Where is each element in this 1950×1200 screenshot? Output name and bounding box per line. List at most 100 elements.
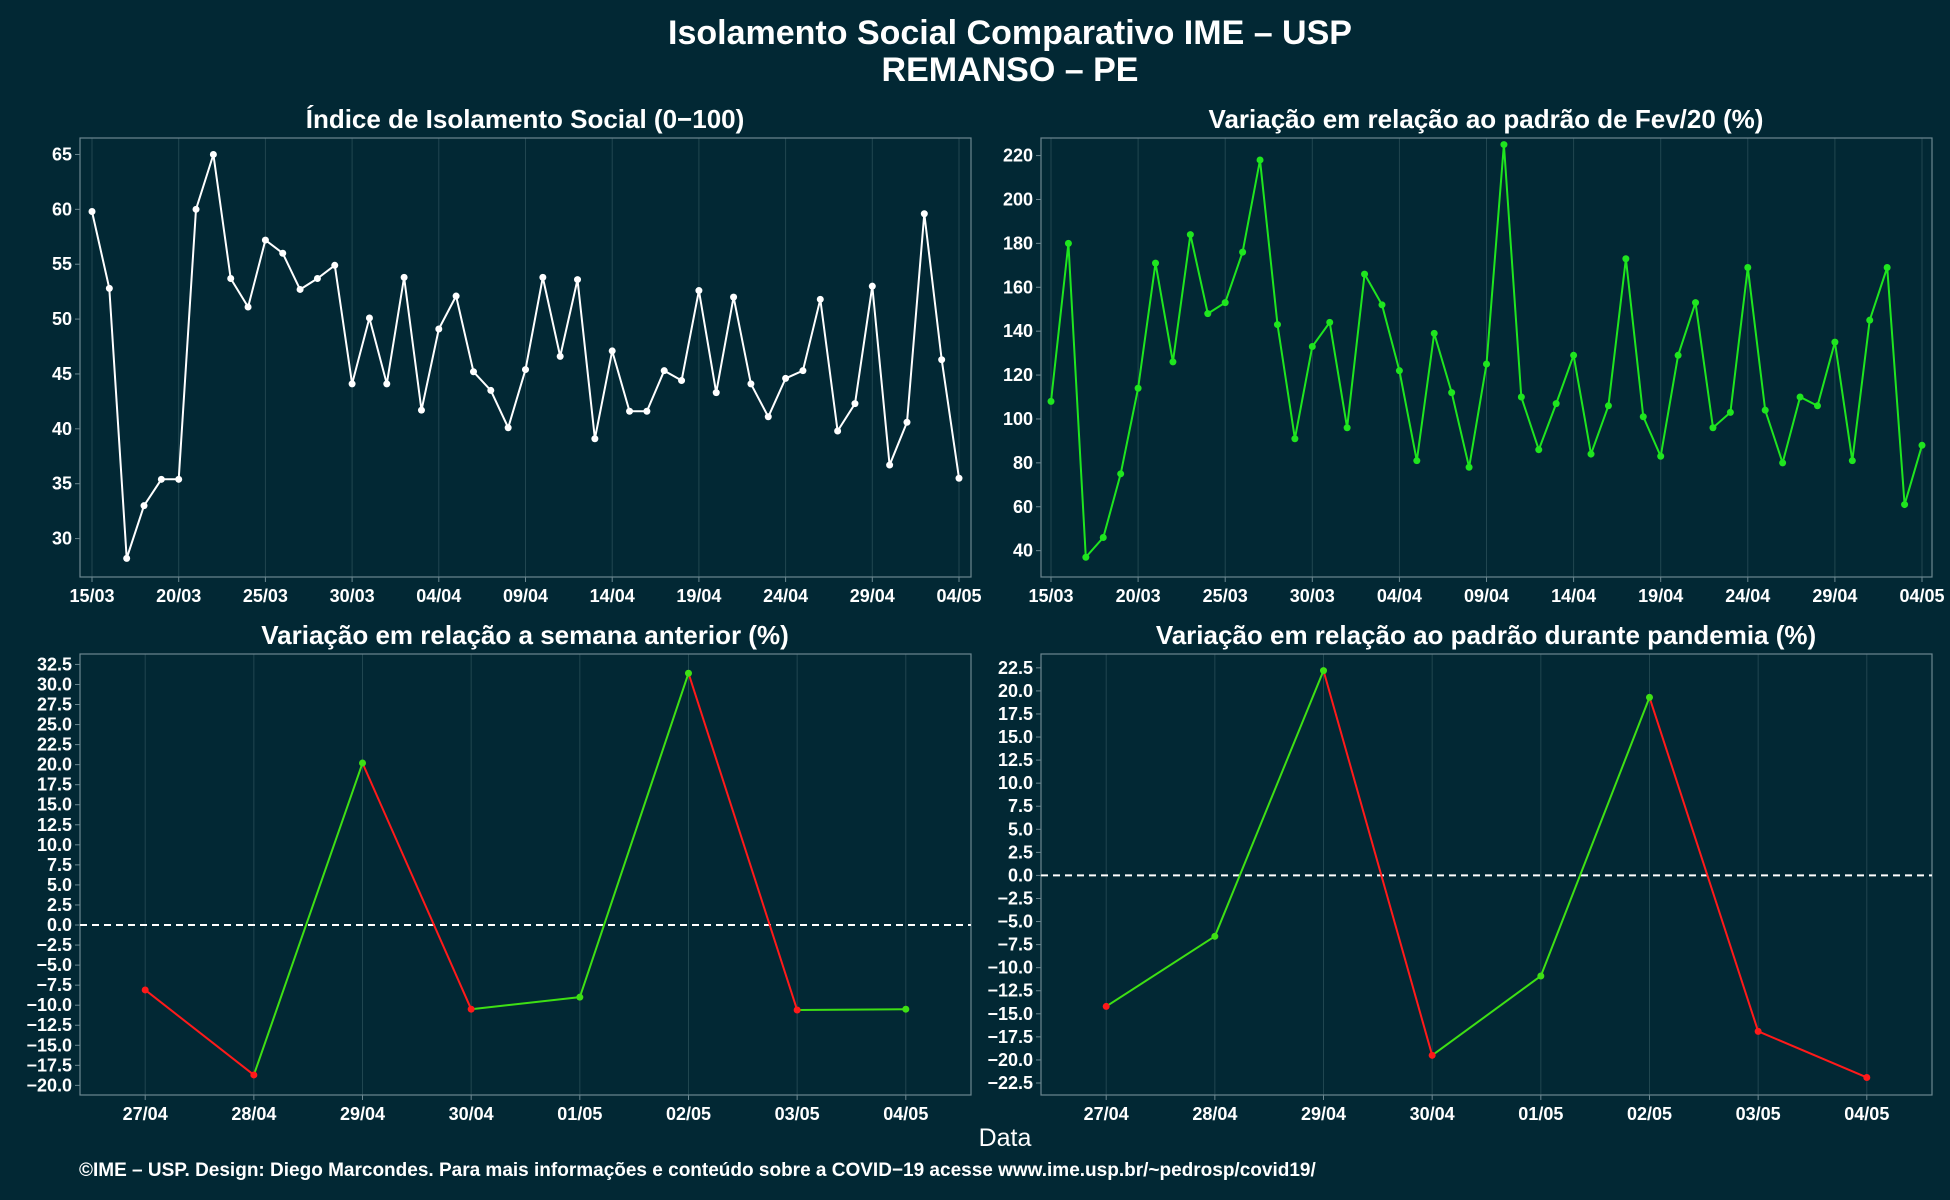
variation-pandemic-x-tick-label: 27/04	[1084, 1104, 1129, 1124]
variation-feb-point	[1082, 553, 1090, 561]
variation-feb-y-tick-label: 80	[1013, 453, 1033, 473]
variation-pandemic-x-tick-label: 04/05	[1844, 1104, 1889, 1124]
variation-week-y-tick-label: 0.0	[47, 915, 72, 935]
isolation-index-point	[469, 368, 477, 376]
variation-feb-point	[1674, 351, 1682, 359]
caption: ©IME – USP. Design: Diego Marcondes. Par…	[79, 1160, 1316, 1181]
variation-feb-point	[1570, 351, 1578, 359]
variation-pandemic-point	[1428, 1051, 1436, 1059]
variation-feb-point	[1273, 321, 1281, 329]
isolation-index-point	[487, 386, 495, 394]
isolation-index-y-tick-label: 50	[52, 309, 72, 329]
isolation-index-point	[626, 407, 634, 415]
isolation-index-y-tick-label: 60	[52, 199, 72, 219]
variation-pandemic-y-tick-label: −2.5	[997, 888, 1033, 908]
variation-week-y-tick-label: 5.0	[47, 875, 72, 895]
variation-feb-x-tick-label: 14/04	[1551, 586, 1596, 606]
isolation-index-x-tick-label: 30/03	[330, 586, 375, 606]
variation-pandemic-point	[1102, 1002, 1110, 1010]
isolation-index-y-tick-label: 65	[52, 144, 72, 164]
variation-week-y-tick-label: −7.5	[36, 975, 72, 995]
variation-pandemic-up-segment	[1105, 935, 1216, 1008]
isolation-index-point	[730, 293, 738, 301]
variation-week-down-segment	[144, 989, 255, 1076]
variation-pandemic-x-tick-label: 02/05	[1627, 1104, 1672, 1124]
variation-pandemic-y-tick-label: −10.0	[987, 958, 1033, 978]
variation-feb-x-tick-label: 20/03	[1116, 586, 1161, 606]
isolation-index-point	[175, 475, 183, 483]
variation-week-point	[684, 669, 692, 677]
variation-week-point	[250, 1071, 258, 1079]
variation-pandemic-x-tick-label: 01/05	[1518, 1104, 1563, 1124]
variation-pandemic-x-tick-label: 03/05	[1736, 1104, 1781, 1124]
variation-feb-point	[1744, 264, 1752, 272]
variation-feb-y-tick-label: 220	[1003, 146, 1033, 166]
variation-week-y-tick-label: 15.0	[37, 795, 72, 815]
variation-feb-point	[1918, 441, 1926, 449]
variation-week-down-segment	[361, 762, 473, 1010]
variation-pandemic-y-tick-label: −20.0	[987, 1050, 1033, 1070]
variation-week-panel: Variação em relação a semana anterior (%…	[26, 620, 972, 1124]
variation-week-y-tick-label: 2.5	[47, 895, 72, 915]
isolation-index-point	[192, 205, 200, 213]
isolation-index-point	[886, 461, 894, 469]
variation-week-point	[359, 759, 367, 767]
isolation-index-point	[123, 554, 131, 562]
variation-week-title: Variação em relação a semana anterior (%…	[261, 620, 789, 650]
variation-feb-point	[1848, 457, 1856, 465]
variation-feb-point	[1430, 329, 1438, 337]
variation-feb-point	[1186, 231, 1194, 239]
variation-feb-point	[1657, 452, 1665, 460]
variation-feb-y-tick-label: 100	[1003, 409, 1033, 429]
isolation-index-panel: Índice de Isolamento Social (0−100) 15/0…	[52, 104, 982, 606]
isolation-index-point	[279, 249, 287, 257]
variation-feb-point	[1047, 397, 1055, 405]
isolation-index-x-tick-label: 15/03	[69, 586, 114, 606]
isolation-index-x-tick-label: 25/03	[243, 586, 288, 606]
variation-feb-x-tick-label: 09/04	[1464, 586, 1509, 606]
variation-pandemic-up-segment	[1213, 670, 1325, 937]
isolation-index-point	[643, 407, 651, 415]
isolation-index-panel-border	[79, 137, 972, 578]
variation-feb-point	[1883, 264, 1891, 272]
isolation-index-point	[816, 295, 824, 303]
isolation-index-x-tick-label: 04/05	[936, 586, 981, 606]
isolation-index-x-tick-label: 14/04	[590, 586, 635, 606]
variation-feb-x-tick-label: 19/04	[1638, 586, 1683, 606]
isolation-index-x-tick-label: 29/04	[850, 586, 895, 606]
chart-title-line1: Isolamento Social Comparativo IME – USP	[668, 14, 1352, 52]
isolation-index-point	[400, 273, 408, 281]
variation-feb-point	[1099, 533, 1107, 541]
variation-pandemic-y-tick-label: 7.5	[1008, 796, 1033, 816]
isolation-index-point	[747, 380, 755, 388]
isolation-index-point	[574, 276, 582, 284]
variation-feb-point	[1413, 457, 1421, 465]
variation-feb-point	[1204, 310, 1212, 318]
variation-pandemic-point	[1320, 667, 1328, 675]
variation-pandemic-point	[1537, 972, 1545, 980]
variation-week-y-tick-label: −2.5	[36, 935, 72, 955]
isolation-index-point	[539, 273, 547, 281]
variation-week-y-tick-label: −17.5	[26, 1055, 72, 1075]
variation-pandemic-title: Variação em relação ao padrão durante pa…	[1156, 620, 1816, 650]
variation-feb-point	[1517, 393, 1525, 401]
variation-feb-point	[1866, 316, 1874, 324]
variation-feb-point	[1500, 141, 1508, 149]
variation-pandemic-down-segment	[1757, 1030, 1868, 1079]
variation-week-point	[467, 1005, 475, 1013]
variation-feb-point	[1291, 435, 1299, 443]
isolation-index-point	[660, 367, 668, 375]
chart-title-line2: REMANSO – PE	[882, 51, 1139, 89]
isolation-index-point	[105, 284, 113, 292]
variation-feb-point	[1831, 338, 1839, 346]
isolation-index-x-tick-label: 09/04	[503, 586, 548, 606]
variation-week-x-tick-label: 04/05	[883, 1104, 928, 1124]
variation-pandemic-down-segment	[1322, 670, 1434, 1056]
variation-feb-point	[1343, 424, 1351, 432]
variation-week-x-tick-label: 30/04	[449, 1104, 494, 1124]
variation-week-y-tick-label: 32.5	[37, 654, 72, 674]
variation-week-panel-border	[79, 653, 972, 1096]
isolation-index-point	[88, 208, 96, 216]
variation-feb-y-tick-label: 40	[1013, 541, 1033, 561]
variation-week-point	[576, 993, 584, 1001]
